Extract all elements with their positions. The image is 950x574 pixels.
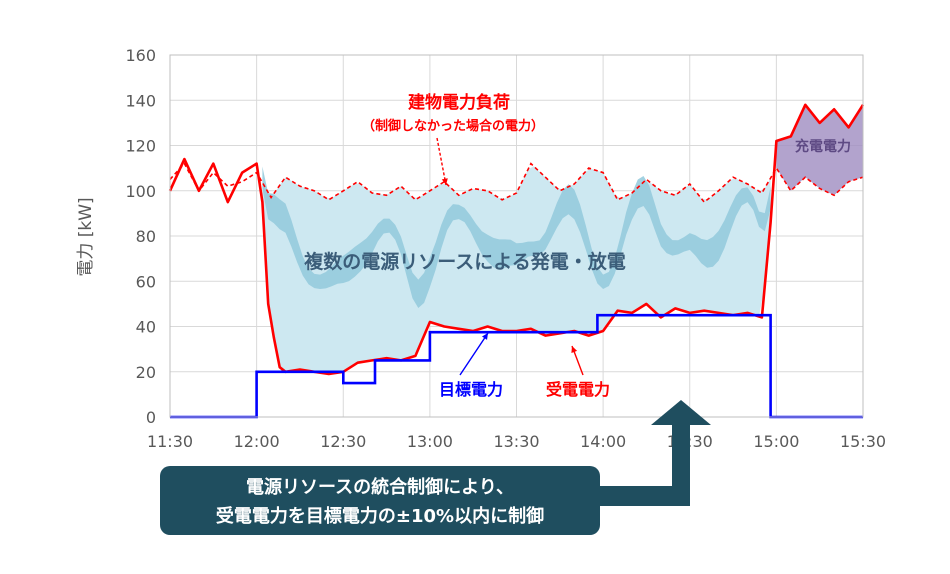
load-arrow-head [441,178,448,185]
y-tick-label: 0 [146,408,156,427]
callout-line-1: 電源リソースの統合制御により、 [246,476,514,498]
received-arrow-head [571,346,578,353]
x-tick-label: 13:00 [407,432,453,451]
axes: 0 20 40 60 80 100 120 140 160 11:30 12:00 12:30 13:0… [125,46,886,451]
x-tick-label: 12:30 [320,432,366,451]
y-tick-label: 160 [125,46,156,65]
charge-power-label: 充電電力 [795,138,851,155]
x-tick-label: 11:30 [147,432,193,451]
y-tick-label: 100 [125,182,156,201]
generation-band-light [262,166,771,374]
received-power-label: 受電電力 [546,380,610,399]
series-lines [168,103,865,419]
fill-bands [262,104,863,374]
x-tick-label: 15:00 [753,432,799,451]
callout-line-2: 受電電力を目標電力の±10%以内に制御 [216,505,544,527]
target-arrow [459,332,489,376]
y-tick-label: 60 [136,272,156,291]
x-tick-label: 14:00 [580,432,626,451]
generation-band-mid [262,166,771,308]
y-tick-label: 80 [136,227,156,246]
x-tick-label: 13:30 [493,432,539,451]
plot-frame [169,54,864,418]
target-power-line [170,313,863,419]
y-tick-label: 20 [136,363,156,382]
y-tick-label: 120 [125,137,156,156]
callout-arrow [598,400,711,506]
building-load-line [169,162,864,204]
x-tick-label: 15:30 [840,432,886,451]
charge-band [776,104,863,196]
target-power-label: 目標電力 [439,380,503,399]
building-load-title: 建物電力負荷 [408,92,510,113]
x-tick-label: 12:00 [234,432,280,451]
building-load-subtitle: （制御しなかった場合の電力） [362,118,544,134]
callout: 電源リソースの統合制御により、 受電電力を目標電力の±10%以内に制御 [160,400,711,535]
target-arrow-head [481,333,488,340]
band-label: 複数の電源リソースによる発電・放電 [303,250,625,273]
y-tick-label: 140 [125,91,156,110]
load-arrow [436,137,447,186]
y-tick-label: 40 [136,318,156,337]
callout-box [160,466,600,535]
y-axis-label: 電力 [kW] [76,197,96,276]
